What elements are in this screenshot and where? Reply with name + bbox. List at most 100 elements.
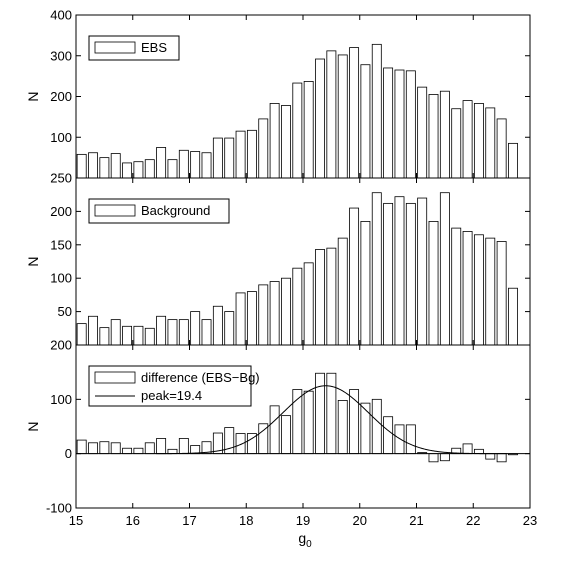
bar-background	[212, 305, 223, 346]
bar-difference	[269, 405, 280, 455]
bar-background	[88, 315, 98, 346]
x-tick-label: 18	[239, 513, 253, 528]
bar-difference	[315, 372, 325, 455]
y-tick-label: 200	[50, 204, 72, 219]
bar-difference	[122, 447, 133, 455]
y-tick-label: 200	[50, 89, 72, 104]
bar-background	[246, 291, 257, 346]
bar-ebs	[144, 159, 155, 179]
panel-difference: -100 0 100 200 15 16 17 18 19 20 21 22 23 Ndifference…	[25, 338, 537, 529]
x-tick-label: 16	[126, 513, 140, 528]
bar-difference	[99, 441, 110, 455]
bar-ebs	[428, 94, 439, 179]
y-tick-label: 300	[50, 48, 72, 63]
bar-background	[178, 319, 189, 346]
bar-ebs	[451, 108, 462, 179]
legend-label: EBS	[141, 40, 167, 55]
bar-difference	[76, 439, 87, 455]
bar-background	[269, 281, 280, 346]
bar-ebs	[201, 152, 212, 179]
bar-background	[224, 311, 235, 346]
bar-background	[281, 277, 291, 346]
legend-fit-label: peak=19.4	[141, 388, 202, 403]
bar-ebs	[281, 105, 291, 179]
x-axis-label: g0	[298, 530, 312, 550]
bar-ebs	[315, 58, 325, 179]
panel-ebs: 100 200 300 400 N EBS	[25, 8, 531, 179]
bar-ebs	[258, 118, 269, 179]
y-tick-label: 150	[50, 237, 72, 252]
y-tick-label: -100	[46, 501, 72, 516]
bar-difference	[156, 438, 167, 455]
bar-background	[439, 192, 450, 346]
y-axis-label: N	[25, 421, 41, 431]
bar-background	[428, 221, 439, 346]
bar-ebs	[508, 142, 518, 179]
x-axis-label-subscript: 0	[306, 539, 312, 550]
y-tick-label: 200	[50, 338, 72, 353]
bar-difference	[281, 415, 291, 455]
bar-background	[462, 231, 473, 346]
x-tick-label: 17	[182, 513, 196, 528]
bar-ebs	[133, 161, 144, 179]
y-tick-label: 400	[50, 8, 72, 23]
bar-ebs	[178, 149, 189, 179]
bar-difference	[303, 390, 314, 455]
bar-ebs	[110, 153, 121, 179]
bar-background	[110, 319, 121, 346]
bar-ebs	[496, 118, 507, 179]
bar-background	[360, 221, 371, 346]
bar-background	[201, 319, 212, 346]
bar-difference	[383, 416, 394, 455]
bar-background	[417, 197, 428, 346]
bar-ebs	[167, 159, 178, 179]
bar-difference	[235, 433, 246, 455]
x-tick-label: 20	[353, 513, 367, 528]
gaussian-fit-line	[155, 385, 508, 455]
bar-difference	[326, 372, 337, 455]
bar-background	[451, 227, 462, 346]
bar-difference	[360, 402, 371, 455]
bar-ebs	[337, 54, 348, 179]
bar-ebs	[76, 153, 87, 179]
bar-difference	[439, 453, 450, 462]
legend-swatch	[94, 41, 136, 54]
bar-ebs	[156, 147, 167, 179]
bar-background	[122, 325, 133, 346]
bar-ebs	[439, 90, 450, 179]
bar-background	[326, 247, 337, 346]
legend-label: Background	[141, 203, 210, 218]
bar-difference	[110, 442, 121, 455]
panel-background: 50 100 150 200 250 N Background	[25, 171, 531, 346]
legend-label: difference (EBS−Bg)	[141, 370, 260, 385]
y-tick-label: 100	[50, 392, 72, 407]
bar-difference	[88, 442, 98, 455]
bar-ebs	[303, 81, 314, 179]
bar-background	[394, 196, 405, 346]
bar-ebs	[246, 129, 257, 179]
bar-background	[133, 325, 144, 346]
bar-background	[485, 237, 496, 346]
bar-ebs	[462, 100, 473, 179]
bar-ebs	[292, 82, 303, 179]
x-tick-label: 19	[296, 513, 310, 528]
bar-difference	[394, 424, 405, 455]
bar-ebs	[326, 50, 337, 179]
bar-background	[349, 207, 360, 346]
bar-background	[190, 311, 201, 346]
x-tick-label: 22	[466, 513, 480, 528]
bar-ebs	[360, 64, 371, 179]
bar-ebs	[383, 67, 394, 179]
bar-background	[167, 319, 178, 346]
bar-ebs	[99, 157, 110, 179]
legend-swatch	[94, 204, 136, 217]
bar-ebs	[349, 47, 360, 179]
bar-difference	[428, 453, 439, 463]
legend-swatch	[94, 371, 136, 384]
bar-background	[508, 287, 518, 346]
x-tick-label: 15	[69, 513, 83, 528]
y-tick-label: 250	[50, 171, 72, 186]
bar-difference	[144, 442, 155, 455]
bar-background	[76, 323, 87, 346]
bar-ebs	[371, 43, 382, 179]
